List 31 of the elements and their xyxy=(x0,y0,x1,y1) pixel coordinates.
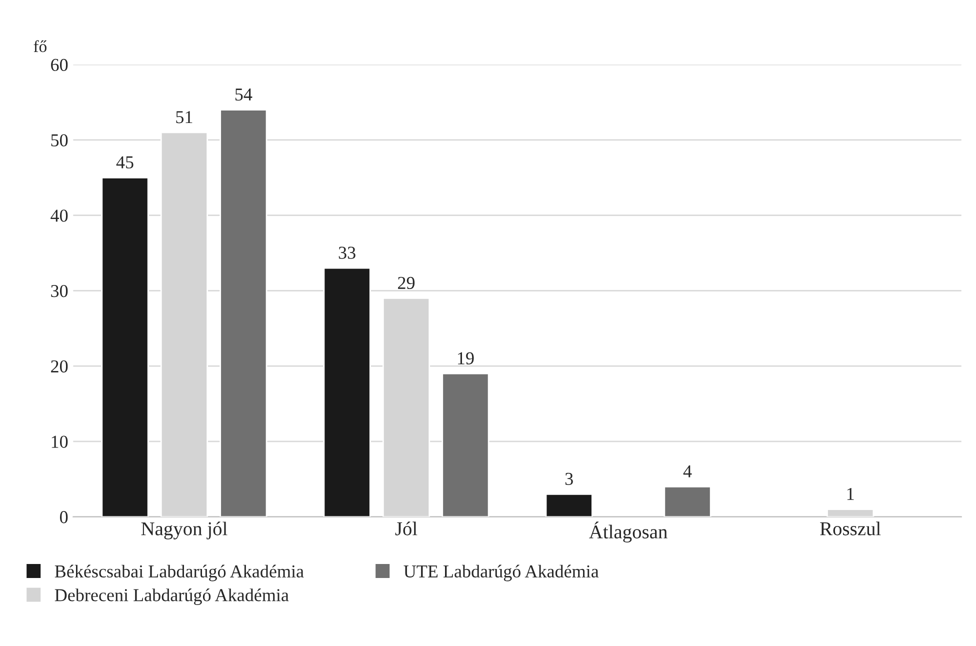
x-tick-label: Nagyon jól xyxy=(141,522,228,540)
x-tick-label: Átlagosan xyxy=(589,522,668,542)
data-label: 29 xyxy=(398,276,415,290)
y-tick-label: 50 xyxy=(51,134,68,146)
y-tick-label: 10 xyxy=(52,436,68,448)
y-tick-label: 60 xyxy=(51,58,68,72)
x-tick-label: Rosszul xyxy=(820,522,881,536)
bar xyxy=(442,372,490,517)
bar xyxy=(664,486,712,517)
y-tick-label: 30 xyxy=(51,284,68,298)
y-tick-label: 40 xyxy=(50,210,68,222)
data-label: 54 xyxy=(235,88,252,101)
x-tick-label: Jól xyxy=(395,522,418,536)
legend-label: UTE Labdarúgó Akadémia xyxy=(404,564,599,582)
data-label: 3 xyxy=(565,472,573,485)
data-label: 4 xyxy=(683,465,692,478)
bar xyxy=(220,109,268,517)
y-axis-title: fő xyxy=(34,40,46,52)
legend-label: Debreceni Labdarúgó Akadémia xyxy=(54,588,289,605)
y-tick-label: 0 xyxy=(60,511,68,524)
data-label: 19 xyxy=(458,352,474,364)
legend-label: Békéscsabai Labdarúgó Akadémia xyxy=(54,564,304,582)
y-tick-label: 20 xyxy=(51,360,68,373)
bar xyxy=(545,493,593,517)
data-label: 33 xyxy=(338,246,356,259)
bar xyxy=(101,176,149,517)
data-label: 1 xyxy=(847,488,854,500)
bar xyxy=(826,508,874,517)
bar xyxy=(323,267,371,517)
data-label: 51 xyxy=(176,111,192,124)
data-label: 45 xyxy=(116,156,134,168)
